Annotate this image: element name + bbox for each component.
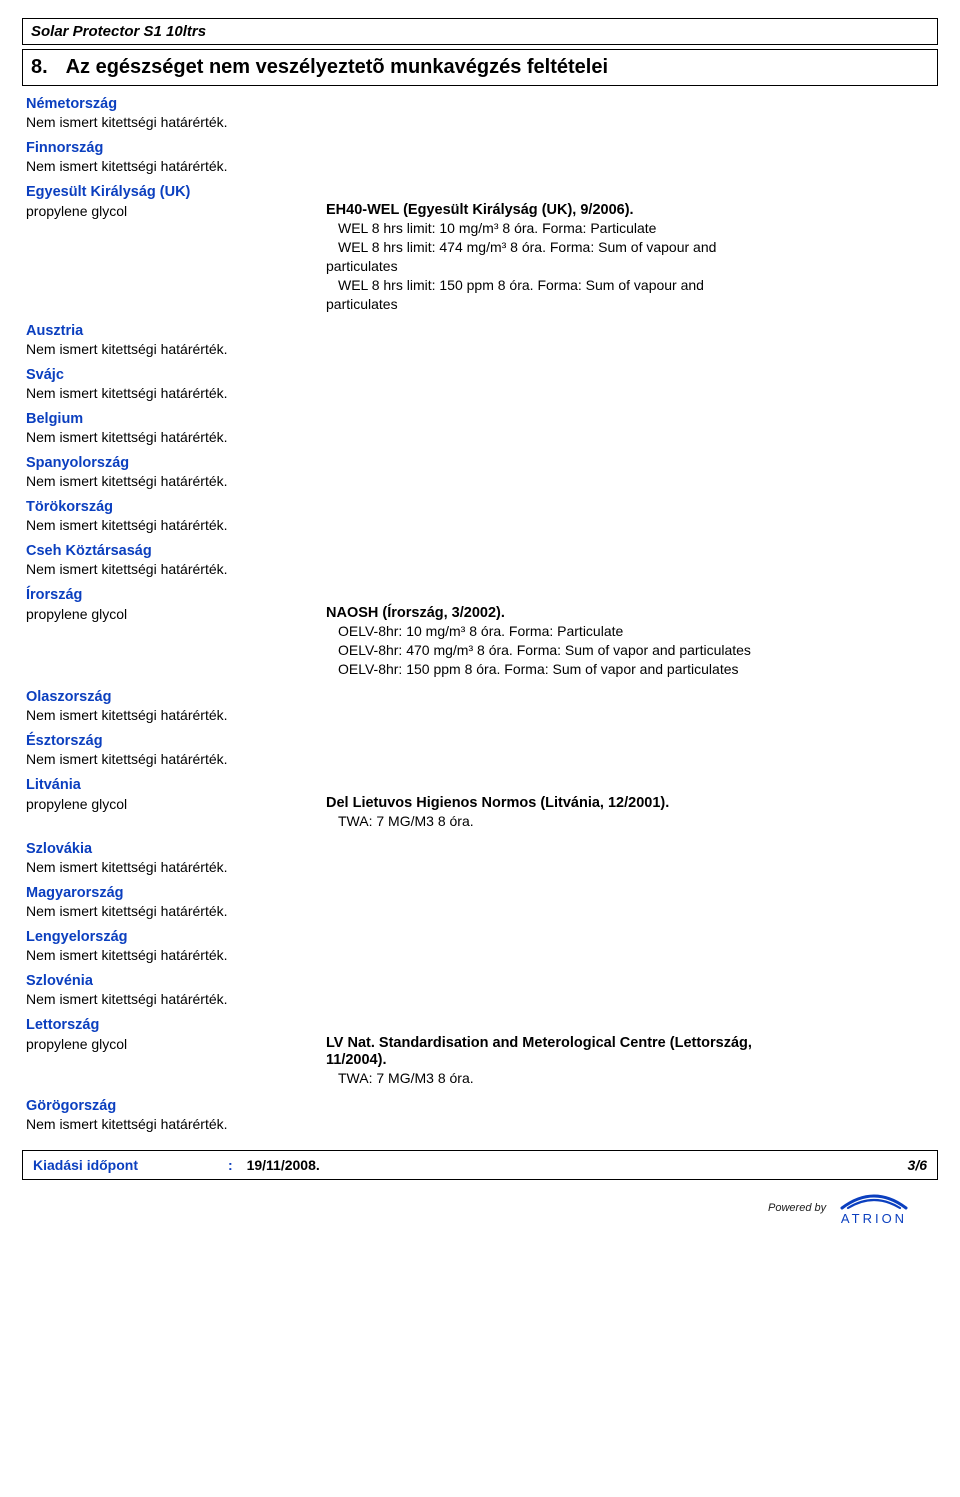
country-switzerland: Svájc Nem ismert kitettségi határérték. — [26, 367, 934, 401]
content-body: Németország Nem ismert kitettségi határé… — [22, 96, 938, 1132]
footer-colon: : — [228, 1157, 233, 1173]
country-germany: Németország Nem ismert kitettségi határé… — [26, 96, 934, 130]
ireland-limit-2: OELV-8hr: 470 mg/m³ 8 óra. Forma: Sum of… — [326, 641, 934, 660]
latvia-source-a: LV Nat. Standardisation and Meterologica… — [326, 1035, 934, 1051]
country-austria: Ausztria Nem ismert kitettségi határérté… — [26, 323, 934, 357]
logo-swish-icon — [838, 1190, 910, 1210]
latvia-limits: LV Nat. Standardisation and Meterologica… — [326, 1035, 934, 1088]
country-label: Olaszország — [26, 689, 934, 705]
country-label: Belgium — [26, 411, 934, 427]
country-finland: Finnország Nem ismert kitettségi határér… — [26, 140, 934, 174]
country-ireland: Írország propylene glycol NAOSH (Írorszá… — [26, 587, 934, 679]
country-label: Lengyelország — [26, 929, 934, 945]
no-limit-text: Nem ismert kitettségi határérték. — [26, 903, 934, 919]
uk-source: EH40-WEL (Egyesült Királyság (UK), 9/200… — [326, 202, 934, 218]
lithuania-source: Del Lietuvos Higienos Normos (Litvánia, … — [326, 795, 934, 811]
uk-limit-3a: WEL 8 hrs limit: 150 ppm 8 óra. Forma: S… — [326, 276, 934, 295]
no-limit-text: Nem ismert kitettségi határérték. — [26, 429, 934, 445]
latvia-limit-1: TWA: 7 MG/M3 8 óra. — [326, 1069, 934, 1088]
powered-by-text: Powered by — [768, 1202, 826, 1214]
uk-limits: EH40-WEL (Egyesült Királyság (UK), 9/200… — [326, 202, 934, 313]
no-limit-text: Nem ismert kitettségi határérték. — [26, 751, 934, 767]
uk-limit-3b: particulates — [326, 295, 934, 314]
country-spain: Spanyolország Nem ismert kitettségi hatá… — [26, 455, 934, 489]
footer-page: 3/6 — [908, 1157, 927, 1173]
no-limit-text: Nem ismert kitettségi határérték. — [26, 859, 934, 875]
country-label: Spanyolország — [26, 455, 934, 471]
no-limit-text: Nem ismert kitettségi határérték. — [26, 707, 934, 723]
country-label: Ausztria — [26, 323, 934, 339]
lithuania-limit-1: TWA: 7 MG/M3 8 óra. — [326, 812, 934, 831]
footer-box: Kiadási időpont : 19/11/2008. 3/6 — [22, 1150, 938, 1180]
country-label: Svájc — [26, 367, 934, 383]
logo-text: ATRION — [838, 1211, 910, 1226]
no-limit-text: Nem ismert kitettségi határérték. — [26, 158, 934, 174]
country-latvia: Lettország propylene glycol LV Nat. Stan… — [26, 1017, 934, 1088]
country-estonia: Észtország Nem ismert kitettségi határér… — [26, 733, 934, 767]
no-limit-text: Nem ismert kitettségi határérték. — [26, 114, 934, 130]
no-limit-text: Nem ismert kitettségi határérték. — [26, 991, 934, 1007]
substance-name: propylene glycol — [26, 1035, 326, 1052]
substance-name: propylene glycol — [26, 795, 326, 812]
country-belgium: Belgium Nem ismert kitettségi határérték… — [26, 411, 934, 445]
country-label: Észtország — [26, 733, 934, 749]
country-slovenia: Szlovénia Nem ismert kitettségi határért… — [26, 973, 934, 1007]
section-heading-box: 8. Az egészséget nem veszélyeztetõ munka… — [22, 49, 938, 86]
no-limit-text: Nem ismert kitettségi határérték. — [26, 1116, 934, 1132]
atrion-logo: ATRION — [838, 1190, 910, 1226]
ireland-limits: NAOSH (Írország, 3/2002). OELV-8hr: 10 m… — [326, 605, 934, 679]
document-title: Solar Protector S1 10ltrs — [31, 23, 206, 40]
ireland-limit-1: OELV-8hr: 10 mg/m³ 8 óra. Forma: Particu… — [326, 622, 934, 641]
country-italy: Olaszország Nem ismert kitettségi határé… — [26, 689, 934, 723]
substance-name: propylene glycol — [26, 202, 326, 219]
country-slovakia: Szlovákia Nem ismert kitettségi határért… — [26, 841, 934, 875]
footer-date: 19/11/2008. — [247, 1157, 320, 1173]
no-limit-text: Nem ismert kitettségi határérték. — [26, 473, 934, 489]
no-limit-text: Nem ismert kitettségi határérték. — [26, 947, 934, 963]
country-poland: Lengyelország Nem ismert kitettségi hatá… — [26, 929, 934, 963]
uk-limit-1: WEL 8 hrs limit: 10 mg/m³ 8 óra. Forma: … — [326, 219, 934, 238]
substance-name: propylene glycol — [26, 605, 326, 622]
country-label: Németország — [26, 96, 934, 112]
section-title: Az egészséget nem veszélyeztetõ munkavég… — [66, 56, 608, 78]
country-lithuania: Litvánia propylene glycol Del Lietuvos H… — [26, 777, 934, 831]
country-label: Görögország — [26, 1098, 934, 1114]
country-turkey: Törökország Nem ismert kitettségi határé… — [26, 499, 934, 533]
ireland-limit-3: OELV-8hr: 150 ppm 8 óra. Forma: Sum of v… — [326, 660, 934, 679]
country-greece: Görögország Nem ismert kitettségi határé… — [26, 1098, 934, 1132]
uk-limit-2a: WEL 8 hrs limit: 474 mg/m³ 8 óra. Forma:… — [326, 238, 934, 257]
uk-limit-2b: particulates — [326, 257, 934, 276]
country-label: Írország — [26, 587, 934, 603]
no-limit-text: Nem ismert kitettségi határérték. — [26, 561, 934, 577]
lithuania-limits: Del Lietuvos Higienos Normos (Litvánia, … — [326, 795, 934, 831]
country-label: Magyarország — [26, 885, 934, 901]
country-label: Lettország — [26, 1017, 934, 1033]
country-label: Litvánia — [26, 777, 934, 793]
country-label: Szlovénia — [26, 973, 934, 989]
country-label: Törökország — [26, 499, 934, 515]
footer-label: Kiadási időpont — [33, 1157, 138, 1173]
country-czech: Cseh Köztársaság Nem ismert kitettségi h… — [26, 543, 934, 577]
country-uk: Egyesült Királyság (UK) propylene glycol… — [26, 184, 934, 313]
no-limit-text: Nem ismert kitettségi határérték. — [26, 517, 934, 533]
no-limit-text: Nem ismert kitettségi határérték. — [26, 341, 934, 357]
country-label: Szlovákia — [26, 841, 934, 857]
country-label: Egyesült Királyság (UK) — [26, 184, 934, 200]
country-label: Finnország — [26, 140, 934, 156]
powered-by-block: Powered by ATRION — [22, 1180, 938, 1226]
country-hungary: Magyarország Nem ismert kitettségi határ… — [26, 885, 934, 919]
section-number: 8. — [31, 56, 48, 78]
latvia-source-b: 11/2004). — [326, 1052, 934, 1068]
country-label: Cseh Köztársaság — [26, 543, 934, 559]
ireland-source: NAOSH (Írország, 3/2002). — [326, 605, 934, 621]
no-limit-text: Nem ismert kitettségi határérték. — [26, 385, 934, 401]
document-title-box: Solar Protector S1 10ltrs — [22, 18, 938, 45]
